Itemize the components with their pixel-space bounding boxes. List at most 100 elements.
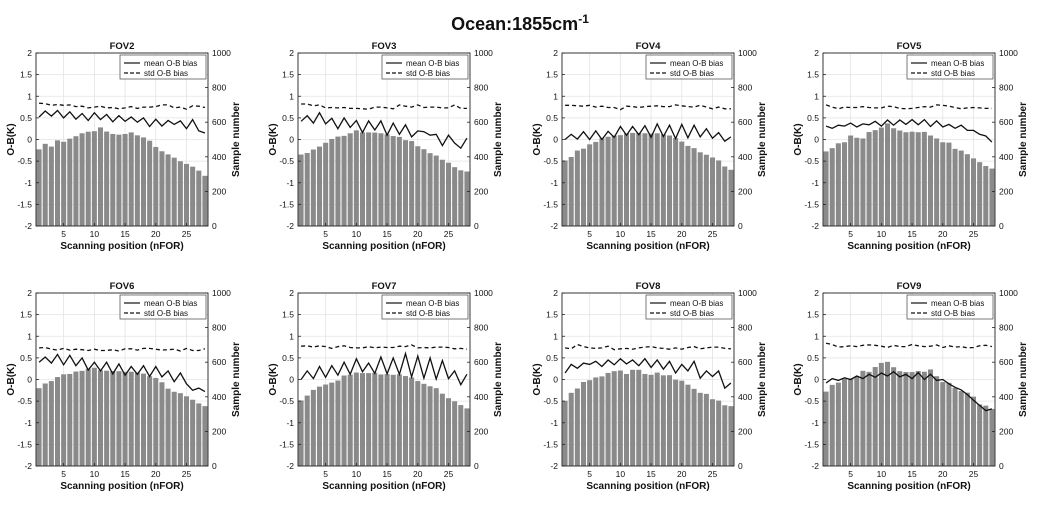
panel-title: FOV2: [110, 41, 135, 52]
tick-label-y: -0.5: [279, 396, 294, 406]
tick-label-y: -2: [286, 221, 294, 231]
tick-label-x: 20: [938, 469, 948, 479]
x-axis-label: Scanning position (nFOR): [60, 241, 183, 252]
series-line-std: [301, 344, 467, 350]
legend-entry: mean O-B bias: [670, 59, 723, 68]
bar-sample-number: [970, 158, 977, 226]
bar-sample-number: [171, 157, 177, 226]
tick-label-x: 20: [938, 229, 948, 239]
bar-sample-number: [452, 401, 458, 466]
tick-label-y: -2: [24, 221, 32, 231]
tick-label-y: 1.5: [282, 70, 294, 80]
tick-label-y2: 0: [738, 221, 743, 231]
bar-sample-number: [61, 374, 67, 466]
tick-label-y2: 200: [738, 426, 752, 436]
bar-sample-number: [67, 138, 73, 226]
legend-entry: std O-B bias: [931, 69, 975, 78]
legend-entry: mean O-B bias: [144, 299, 197, 308]
bar-sample-number: [562, 400, 568, 466]
tick-label-y2: 200: [212, 426, 226, 436]
bar-sample-number: [934, 138, 940, 226]
bar-sample-number: [587, 380, 593, 466]
tick-label-y: 2: [289, 288, 294, 298]
tick-label-y: -0.5: [804, 396, 819, 406]
bar-sample-number: [304, 395, 310, 466]
tick-label-y: 1: [27, 331, 32, 341]
bar-sample-number: [54, 140, 61, 226]
bar-sample-number: [611, 371, 617, 466]
bar-sample-number: [390, 136, 396, 226]
bar-sample-number: [177, 161, 183, 226]
bar-sample-number: [958, 391, 964, 466]
legend-entry: mean O-B bias: [406, 59, 459, 68]
legend-entry: mean O-B bias: [931, 59, 984, 68]
tick-label-y: -1: [811, 178, 819, 188]
tick-label-y: 0.5: [282, 353, 294, 363]
bar-sample-number: [611, 135, 617, 226]
bar-sample-number: [183, 163, 190, 226]
bar-sample-number: [946, 142, 952, 226]
tick-label-y2: 1000: [999, 288, 1018, 298]
tick-label-y2: 800: [212, 83, 226, 93]
panel-title: FOV5: [897, 41, 923, 52]
tick-label-y2: 0: [212, 221, 217, 231]
y-axis-label: O-B(K): [268, 123, 279, 155]
bar-sample-number: [445, 162, 452, 226]
bar-sample-number: [921, 131, 927, 226]
tick-label-x: 5: [848, 469, 853, 479]
bar-sample-number: [91, 367, 97, 466]
x-axis-label: Scanning position (nFOR): [586, 241, 709, 252]
figure-title-main: Ocean:1855cm: [451, 14, 578, 34]
bar-sample-number: [630, 369, 636, 466]
bar-sample-number: [353, 372, 359, 466]
tick-label-x: 20: [677, 229, 687, 239]
bar-sample-number: [421, 149, 427, 226]
bar-sample-number: [703, 154, 709, 226]
panel-title: FOV7: [372, 281, 397, 292]
tick-label-y: -2: [811, 461, 819, 471]
tick-label-y2: 600: [738, 357, 752, 367]
y2-axis-label: Sample number: [1018, 342, 1029, 417]
tick-label-y2: 600: [474, 357, 488, 367]
series-line-mean: [825, 370, 993, 412]
series-line-std: [39, 102, 206, 110]
legend-box: [381, 294, 469, 320]
tick-label-y2: 0: [474, 221, 479, 231]
bar-sample-number: [183, 396, 190, 466]
tick-label-y: 0.5: [20, 113, 32, 123]
tick-label-y: 0.5: [546, 353, 558, 363]
bar-sample-number: [323, 384, 329, 466]
bar-sample-number: [359, 132, 366, 226]
y2-axis-label: Sample number: [493, 102, 504, 177]
tick-label-y: -0.5: [543, 156, 558, 166]
y2-axis-label: Sample number: [1018, 102, 1029, 177]
bar-sample-number: [190, 399, 196, 466]
legend-box: [381, 54, 469, 80]
y-axis-label: O-B(K): [6, 363, 17, 395]
legend-box: [645, 54, 733, 80]
bar-sample-number: [36, 149, 42, 226]
bar-sample-number: [110, 371, 116, 466]
tick-label-y: 1.5: [807, 70, 819, 80]
tick-label-x: 5: [323, 229, 328, 239]
tick-label-x: 15: [120, 469, 130, 479]
bar-sample-number: [654, 133, 660, 226]
bar-sample-number: [177, 393, 183, 466]
bar-sample-number: [353, 130, 359, 226]
bar-sample-number: [439, 159, 445, 226]
bar-sample-number: [599, 138, 605, 226]
tick-label-x: 15: [907, 229, 917, 239]
tick-label-y2: 0: [999, 221, 1004, 231]
bar-sample-number: [952, 387, 958, 466]
bar-sample-number: [617, 370, 623, 466]
bar-sample-number: [202, 406, 208, 466]
bar-sample-number: [623, 133, 630, 226]
tick-label-x: 5: [323, 469, 328, 479]
tick-label-x: 25: [708, 229, 718, 239]
bar-sample-number: [823, 391, 829, 466]
tick-label-y: 1: [289, 331, 294, 341]
